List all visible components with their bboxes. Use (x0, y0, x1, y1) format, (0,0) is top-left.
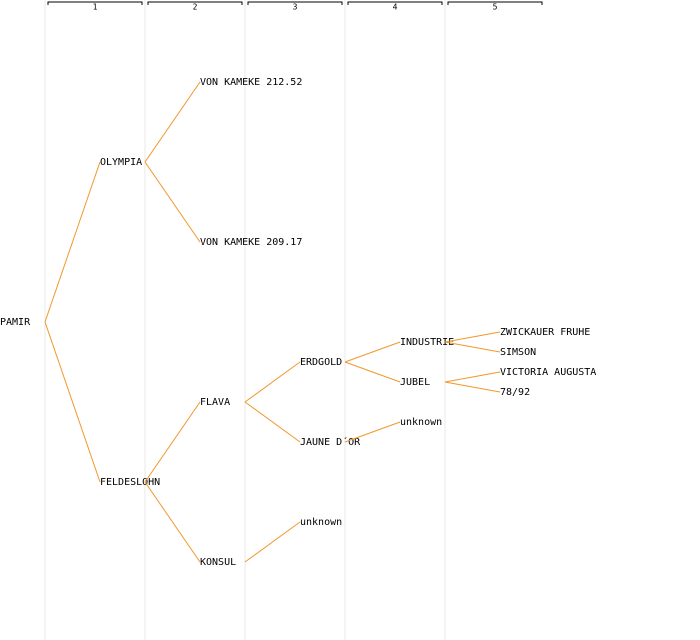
header-bracket (347, 1, 443, 5)
edge (444, 341, 501, 353)
node-label: JAUNE D´OR (300, 436, 361, 448)
edge (344, 421, 401, 443)
node-label: VON KAMEKE 212.52 (200, 77, 302, 88)
node-label: FLAVA (200, 397, 230, 408)
node-label: FELDESLOHN (100, 477, 160, 488)
edge (244, 521, 301, 563)
node-label: INDUSTRIE (400, 337, 454, 348)
generation-label: 3 (293, 3, 298, 12)
edge (144, 81, 201, 163)
edge (444, 331, 501, 343)
header-bracket (447, 1, 543, 5)
edge (144, 481, 201, 563)
node-label: OLYMPIA (100, 157, 142, 168)
node-label: PAMIR (0, 317, 31, 328)
header-bracket (47, 1, 143, 5)
edge (44, 161, 101, 323)
generation-label: 1 (93, 3, 98, 12)
node-label: VICTORIA AUGUSTA (500, 367, 596, 378)
edge (444, 381, 501, 393)
edge (444, 371, 501, 383)
node-label: 78/92 (500, 387, 530, 398)
header-bracket (247, 1, 343, 5)
edge (144, 401, 201, 483)
edge (244, 401, 301, 443)
edge (44, 321, 101, 483)
node-label: JUBEL (400, 377, 430, 388)
node-label: SIMSON (500, 347, 536, 358)
edge (344, 361, 401, 383)
generation-label: 4 (393, 3, 398, 12)
node-label: ERDGOLD (300, 357, 342, 368)
edge (244, 361, 301, 403)
generation-label: 5 (493, 3, 498, 12)
generation-label: 2 (193, 3, 198, 12)
header-bracket (147, 1, 243, 5)
node-label: unknown (300, 517, 342, 528)
node-label: unknown (400, 417, 442, 428)
node-label: VON KAMEKE 209.17 (200, 237, 302, 248)
edge (344, 341, 401, 363)
node-label: ZWICKAUER FRUHE (500, 327, 590, 338)
node-label: KONSUL (200, 557, 236, 568)
edge (144, 161, 201, 243)
